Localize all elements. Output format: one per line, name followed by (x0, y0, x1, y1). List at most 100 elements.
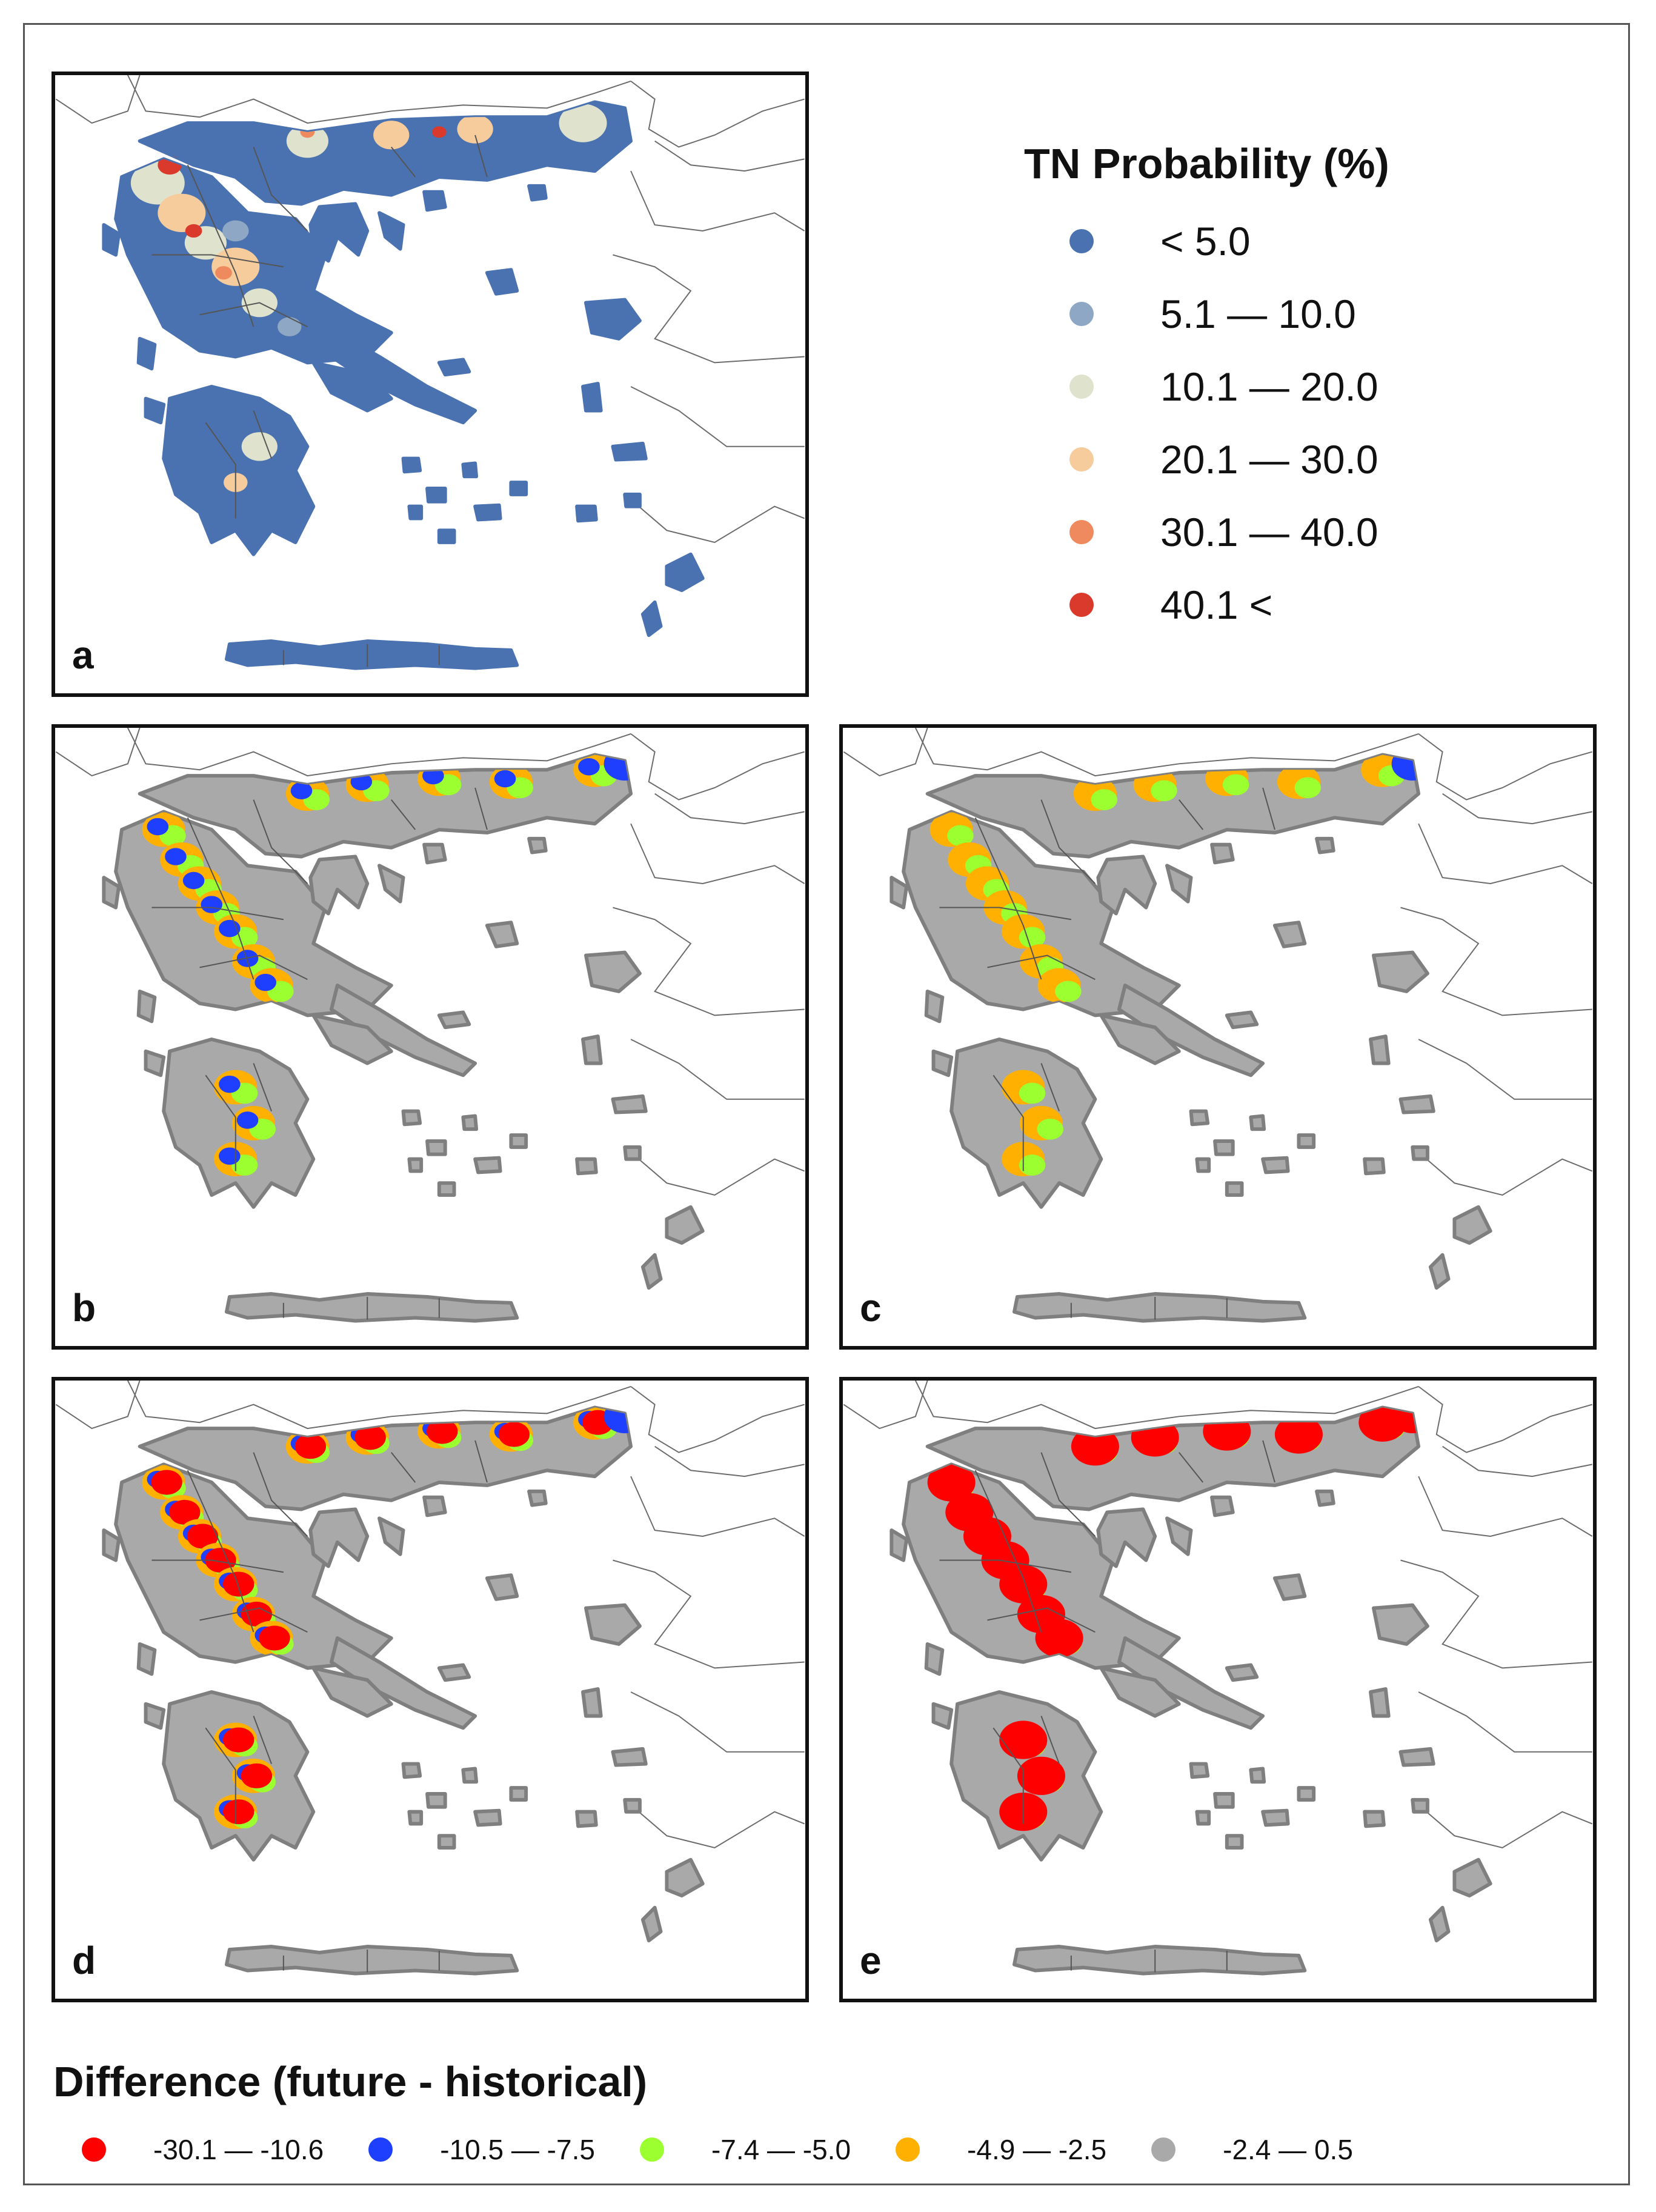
map-b (55, 728, 805, 1323)
land-region (1428, 1905, 1451, 1943)
land-region (425, 1792, 447, 1809)
land-region (1195, 1157, 1211, 1173)
legend-swatch (1069, 520, 1094, 544)
land-region (437, 358, 471, 377)
land-region (640, 1253, 663, 1290)
land-region (1369, 1687, 1391, 1718)
map-a (55, 75, 805, 670)
value-patch (241, 1601, 273, 1627)
difference-legend: -30.1 — -10.6 -10.5 — -7.5 -7.4 — -5.0 -… (82, 2133, 1398, 2166)
admin-line (390, 1451, 416, 1483)
land-region (485, 1573, 519, 1601)
land-region (425, 487, 447, 504)
value-patch (222, 220, 249, 242)
difference-legend-title: Difference (future - historical) (53, 2058, 648, 2105)
country-border (1442, 793, 1592, 825)
legend-item: < 5.0 (1024, 205, 1389, 278)
admin-line (1040, 1063, 1060, 1111)
admin-line (253, 1452, 308, 1537)
country-border (613, 254, 805, 364)
land-region (224, 1945, 519, 1976)
land-region (665, 1857, 705, 1897)
country-border (630, 823, 805, 884)
land-region (162, 384, 316, 556)
value-patch (286, 124, 328, 158)
land-region (136, 989, 157, 1024)
legend-item: -2.4 — 0.5 (1151, 2133, 1353, 2166)
value-patch (1071, 1427, 1119, 1466)
land-region (422, 842, 447, 865)
legend-label: 10.1 — 20.0 (1160, 364, 1378, 409)
country-border (1418, 1039, 1592, 1100)
legend-label: -10.5 — -7.5 (440, 2134, 595, 2165)
land-region (1372, 1603, 1429, 1646)
admin-line (199, 1607, 308, 1633)
legend-label: -30.1 — -10.6 (153, 2134, 324, 2165)
value-patch (205, 1547, 236, 1573)
land-region (473, 1156, 502, 1174)
neighbour-borders (843, 728, 1593, 1196)
land-region (461, 1767, 479, 1784)
value-patch (219, 1075, 241, 1093)
admin-line (253, 1063, 273, 1111)
land-region (407, 504, 424, 521)
value-patch (1055, 981, 1082, 1002)
land-region (931, 1049, 954, 1078)
land-region (575, 504, 598, 523)
legend-item: -4.9 — -2.5 (896, 2133, 1106, 2166)
land-region (1452, 1205, 1492, 1245)
value-patch (300, 126, 315, 138)
admin-line (993, 1074, 1024, 1171)
admin-line (939, 907, 1072, 921)
value-overlay (142, 1407, 646, 1830)
country-border (55, 75, 141, 124)
value-patch (1222, 774, 1249, 796)
land-region (407, 1810, 424, 1826)
value-patch (1131, 1418, 1179, 1457)
probability-legend-title: TN Probability (%) (1024, 140, 1389, 187)
value-patch (223, 1571, 254, 1597)
value-patch (290, 782, 313, 800)
admin-line (1040, 1716, 1060, 1764)
land-region (581, 1687, 603, 1718)
country-border (1418, 733, 1593, 801)
country-border (613, 907, 805, 1016)
land-region (527, 836, 548, 854)
value-patch (254, 973, 276, 991)
value-patch (498, 1422, 530, 1447)
land-region (575, 1810, 598, 1828)
value-patch (182, 871, 205, 890)
legend-item: -30.1 — -10.6 (82, 2133, 324, 2166)
land-region (623, 1797, 642, 1814)
country-border (630, 1476, 805, 1537)
admin-line (1040, 799, 1096, 884)
land-region (308, 202, 370, 263)
value-patch (1391, 1407, 1434, 1433)
map-panel-e: e (839, 1377, 1597, 2002)
land-region (102, 1528, 121, 1562)
value-patch (223, 1727, 254, 1753)
land-region (461, 1114, 479, 1131)
value-patch (241, 432, 278, 461)
land-region (924, 989, 945, 1024)
admin-line (205, 422, 236, 519)
admin-line (987, 954, 1096, 981)
neighbour-borders (55, 728, 805, 1196)
legend-label: -2.4 — 0.5 (1223, 2134, 1353, 2165)
land-region (1411, 1145, 1429, 1161)
land-region (1189, 1762, 1210, 1779)
value-overlay (929, 755, 1434, 1177)
land-region (1261, 1156, 1290, 1174)
land-region (575, 1157, 598, 1176)
greece-land (890, 753, 1492, 1323)
land-region (136, 336, 157, 371)
value-patch (427, 1419, 458, 1444)
value-patch (185, 224, 202, 238)
value-patch (1151, 780, 1177, 802)
country-border (843, 728, 928, 777)
admin-line (151, 1559, 284, 1573)
land-region (1117, 984, 1265, 1078)
value-patch (494, 770, 516, 788)
land-region (931, 1702, 954, 1730)
value-overlay (130, 104, 607, 492)
